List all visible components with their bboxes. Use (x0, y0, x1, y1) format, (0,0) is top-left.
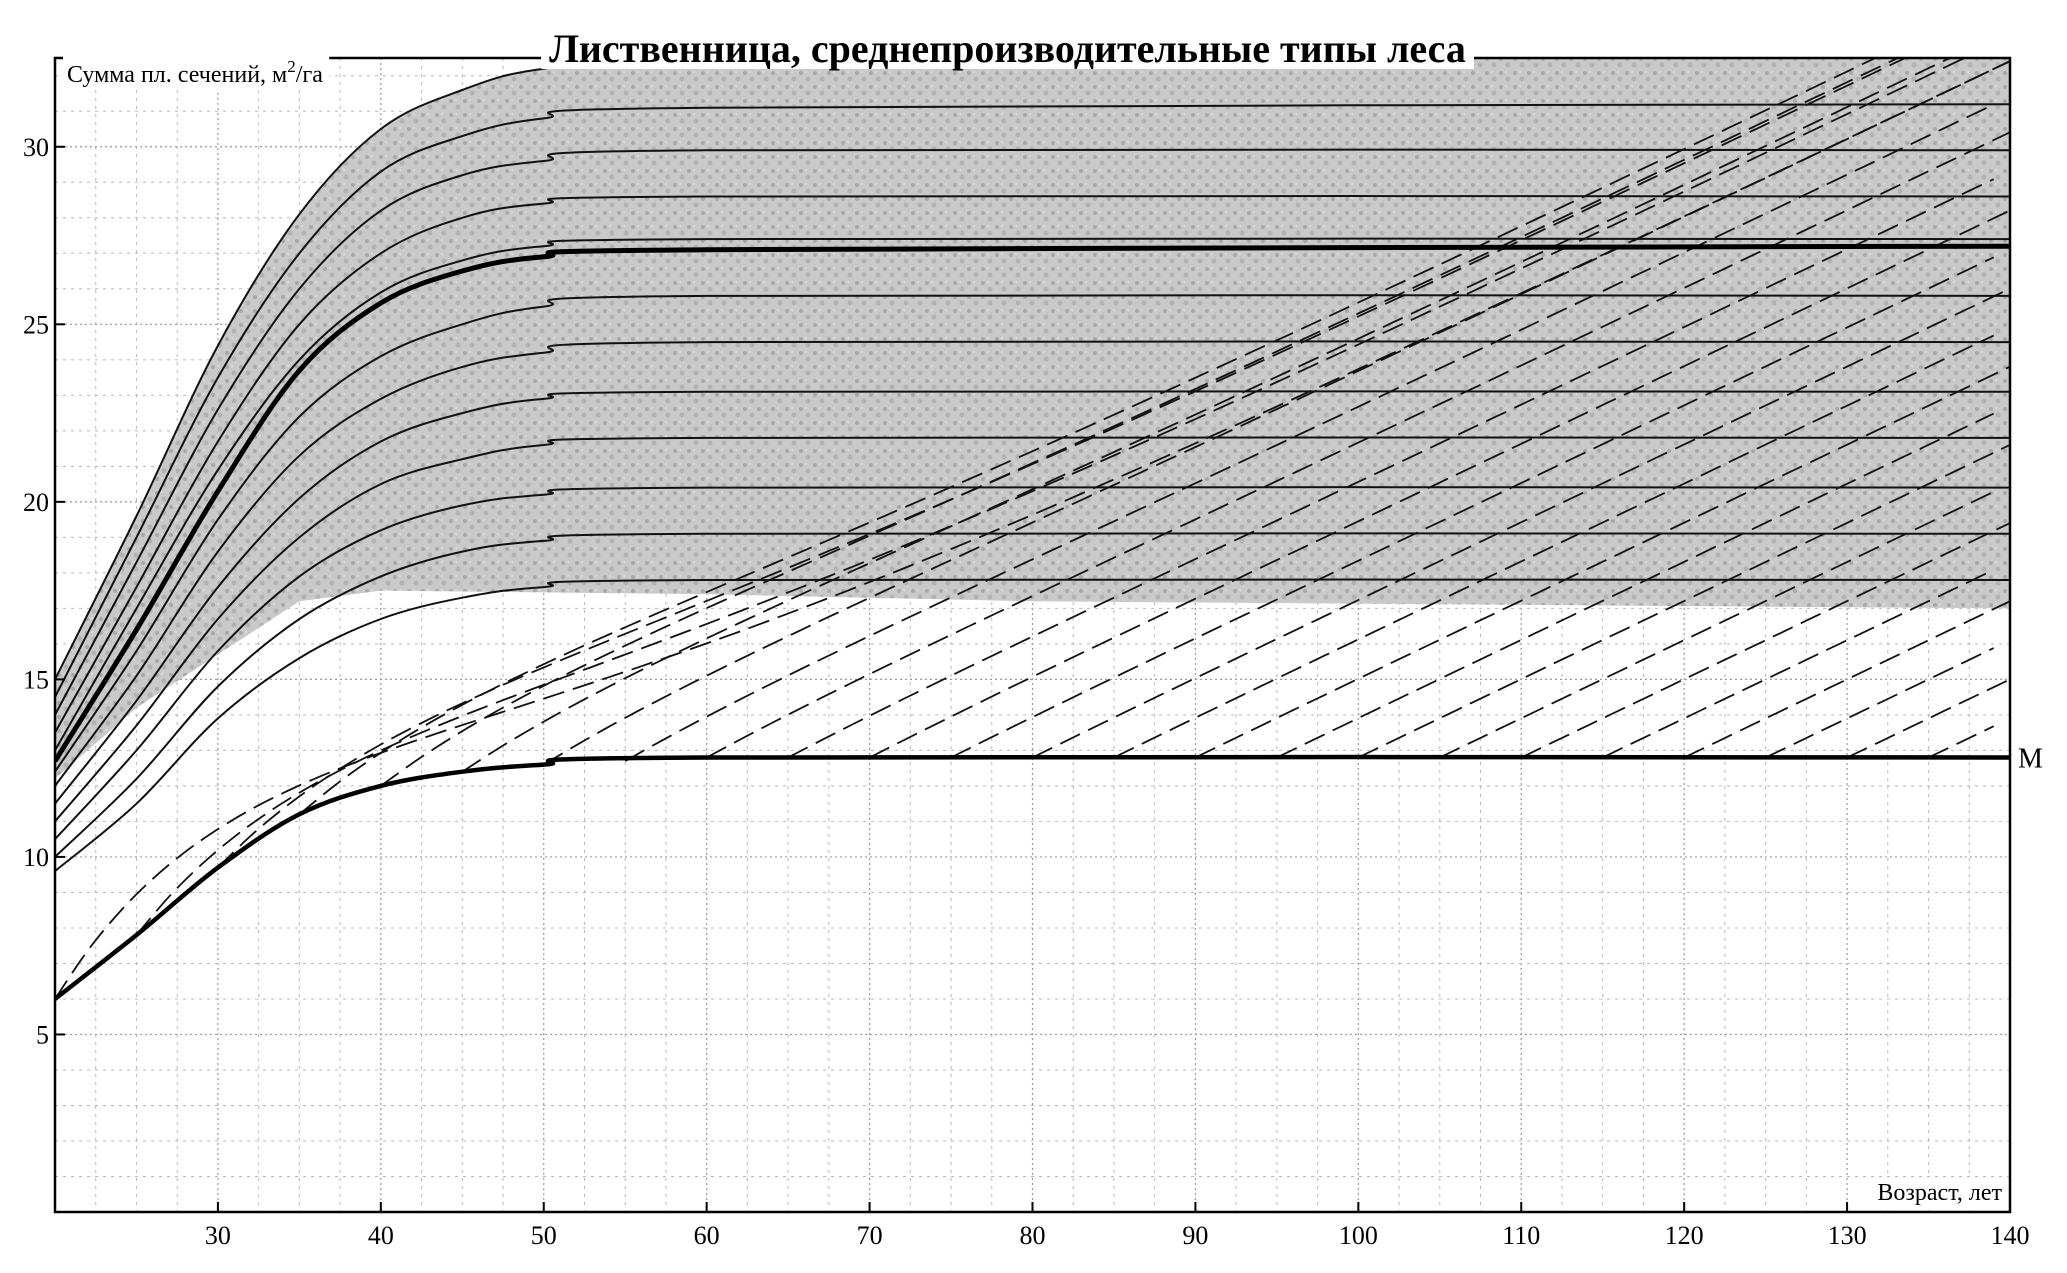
series-line-5 (55, 243, 2010, 763)
curves (55, 58, 2010, 1001)
series-line-6 (55, 294, 2010, 773)
series-line-1 (55, 103, 2010, 698)
dashed-guide-line (1439, 490, 1995, 759)
x-tick-label: 30 (205, 1221, 231, 1250)
dashed-guide-line (1276, 412, 1995, 759)
series-label-m: M (2018, 744, 2043, 775)
dashed-guide-line (1195, 365, 2010, 759)
y-tick-label: 5 (36, 1020, 49, 1049)
dashed-guide-line (1357, 444, 2010, 759)
series-line-3 (55, 194, 2010, 734)
y-axis-label: Сумма пл. сечений, м2/га (67, 57, 323, 88)
y-tick-label: 20 (23, 488, 49, 517)
x-tick-label: 50 (531, 1221, 557, 1250)
dashed-guide-line (217, 58, 1908, 869)
y-tick-label: 15 (23, 665, 49, 694)
y-axis-label-prefix: Сумма пл. сечений, м (67, 62, 287, 88)
dashed-guide-line (787, 178, 1995, 759)
dashed-guide-line (543, 60, 2010, 766)
x-tick-label: 120 (1665, 1221, 1704, 1250)
dashed-guide-line (1520, 522, 2010, 759)
x-tick-label: 140 (1991, 1221, 2030, 1250)
axis-ticks: 30 40 50 60 70 80 90 100 110 120 130 140 5 10 15 20 25 30 (23, 133, 2030, 1250)
x-tick-label: 100 (1339, 1221, 1378, 1250)
x-tick-label: 110 (1502, 1221, 1540, 1250)
series-line-10 (55, 486, 2010, 840)
y-tick-label: 30 (23, 133, 49, 162)
x-tick-label: 60 (694, 1221, 720, 1250)
series-line-11 (55, 532, 2010, 858)
series-line-7 (55, 340, 2010, 787)
x-tick-label: 80 (1020, 1221, 1046, 1250)
dashed-guide-line (950, 256, 1995, 759)
x-tick-label: 40 (368, 1221, 394, 1250)
dashed-guide-line (1683, 600, 2010, 759)
dashed-guide-line (1765, 647, 1995, 759)
x-axis-label: Возраст, лет (1877, 1180, 2002, 1206)
x-axis-label-background (1871, 1178, 2007, 1208)
dashed-guide-line (1602, 569, 1995, 759)
y-tick-label: 10 (23, 843, 49, 872)
dashed-guide-line (135, 58, 1967, 936)
title-background (541, 30, 1474, 69)
chart-title: Лиственница, среднепроизводительные типы… (549, 26, 1466, 71)
dashed-guide-line (461, 58, 1952, 773)
series-line-2 (55, 148, 2010, 716)
y-axis-label-sup: 2 (287, 57, 296, 76)
dashed-guide-line (380, 58, 1900, 787)
series-line-0 (55, 58, 2010, 680)
dashed-guide-line (706, 131, 2010, 759)
dashed-guide-line (869, 209, 2010, 759)
dashed-guide-line (624, 103, 1995, 762)
dashed-guide-line (1928, 725, 1995, 759)
series-line-4 (55, 237, 2010, 751)
series-line-12 (55, 578, 2010, 872)
y-axis-label-suffix: /га (296, 62, 324, 88)
dashed-guide-line (1032, 287, 2010, 759)
y-tick-label: 25 (23, 310, 49, 339)
y-axis-label-background (63, 55, 330, 90)
dashed-guide-line (1113, 334, 1995, 759)
x-tick-label: 90 (1182, 1221, 1208, 1250)
series-line-9 (55, 436, 2010, 823)
series-line-8 (55, 390, 2010, 805)
series-line-m (55, 754, 2010, 1001)
x-tick-label: 70 (857, 1221, 883, 1250)
dashed-guides (55, 58, 2010, 1000)
x-tick-label: 130 (1828, 1221, 1867, 1250)
dashed-guide-line (1846, 678, 2010, 759)
